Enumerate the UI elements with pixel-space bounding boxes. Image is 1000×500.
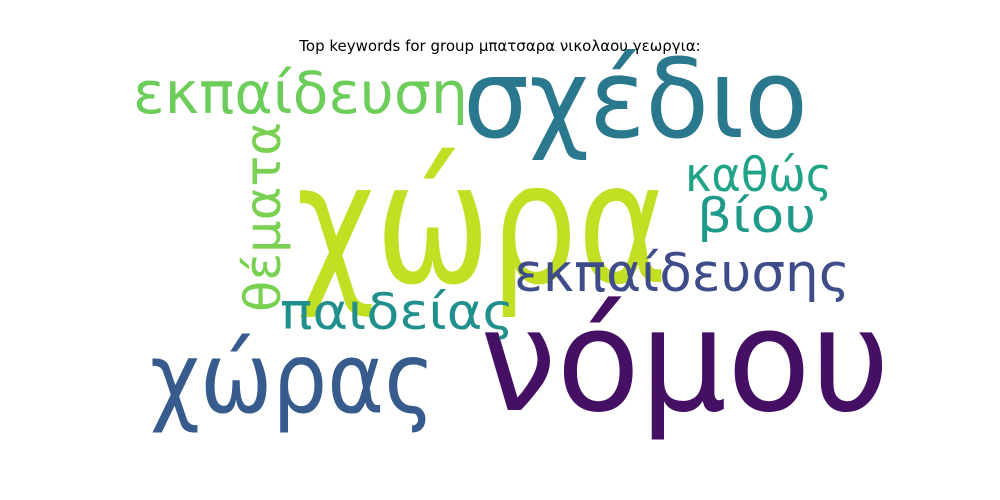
word-9: καθώς [685, 148, 832, 203]
chart-title: Top keywords for group μπατσαρα νικολαου… [299, 37, 701, 55]
word-7: παιδείας [280, 283, 514, 341]
word-4: χώρας [150, 322, 435, 436]
word-10: βίου [697, 189, 816, 244]
word-2: νόμου [480, 279, 890, 444]
word-6: εκπαίδευσης [514, 243, 850, 304]
word-3: σχέδιο [463, 35, 808, 163]
word-8: θέματα [234, 122, 292, 312]
word-1: χώρα [296, 126, 668, 322]
word-5: εκπαίδευση [133, 59, 468, 127]
